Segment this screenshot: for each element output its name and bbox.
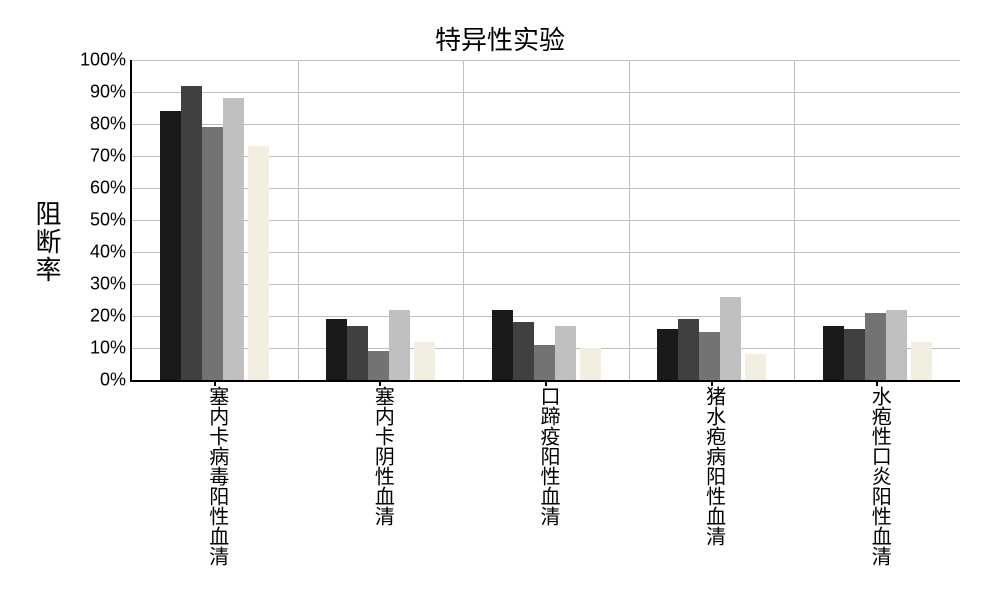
bar [580,348,601,380]
bar [347,326,368,380]
bar [326,319,347,380]
y-tick-label: 40% [90,242,132,263]
plot-area: 0%10%20%30%40%50%60%70%80%90%100%塞内卡病毒阳性… [130,60,960,382]
y-axis-label: 阻断率 [28,200,65,284]
panel-divider [463,60,464,380]
y-tick-label: 80% [90,114,132,135]
bar [886,310,907,380]
y-tick-label: 10% [90,338,132,359]
x-axis-label: 猪水疱病阳性血清 [700,380,729,546]
panel-divider [629,60,630,380]
x-axis-label: 口蹄疫阳性血清 [534,380,563,526]
panel-divider [794,60,795,380]
y-tick-label: 100% [80,50,132,71]
bar [202,127,223,380]
grid-line [132,60,960,61]
bar [699,332,720,380]
bar [368,351,389,380]
grid-line [132,124,960,125]
bar [513,322,534,380]
bar [844,329,865,380]
y-tick-label: 0% [100,370,132,391]
y-tick-label: 30% [90,274,132,295]
y-tick-label: 60% [90,178,132,199]
bar [555,326,576,380]
chart-title: 特异性实验 [20,20,980,57]
bar [911,342,932,380]
y-tick-label: 90% [90,82,132,103]
y-tick-label: 50% [90,210,132,231]
bar [223,98,244,380]
x-axis-label: 塞内卡阴性血清 [368,380,397,526]
bar [248,146,269,380]
panel-divider [298,60,299,380]
y-tick-label: 70% [90,146,132,167]
bar [657,329,678,380]
bar [414,342,435,380]
x-axis-label: 水疱性口炎阳性血清 [865,380,894,566]
x-axis-label: 塞内卡病毒阳性血清 [203,380,232,566]
bar [389,310,410,380]
bar [492,310,513,380]
bar [823,326,844,380]
y-tick-label: 20% [90,306,132,327]
bar [745,354,766,380]
grid-line [132,92,960,93]
bar [181,86,202,380]
bar [534,345,555,380]
bar [160,111,181,380]
bar [865,313,886,380]
bar [720,297,741,380]
bar [678,319,699,380]
chart-container: 特异性实验 阻断率 0%10%20%30%40%50%60%70%80%90%1… [20,20,980,584]
